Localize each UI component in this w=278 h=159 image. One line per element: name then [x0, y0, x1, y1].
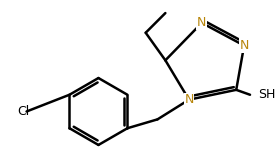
Text: SH: SH: [258, 88, 275, 101]
Text: N: N: [184, 93, 194, 106]
Text: Cl: Cl: [18, 105, 30, 118]
Text: N: N: [197, 16, 207, 29]
Text: N: N: [239, 39, 249, 52]
